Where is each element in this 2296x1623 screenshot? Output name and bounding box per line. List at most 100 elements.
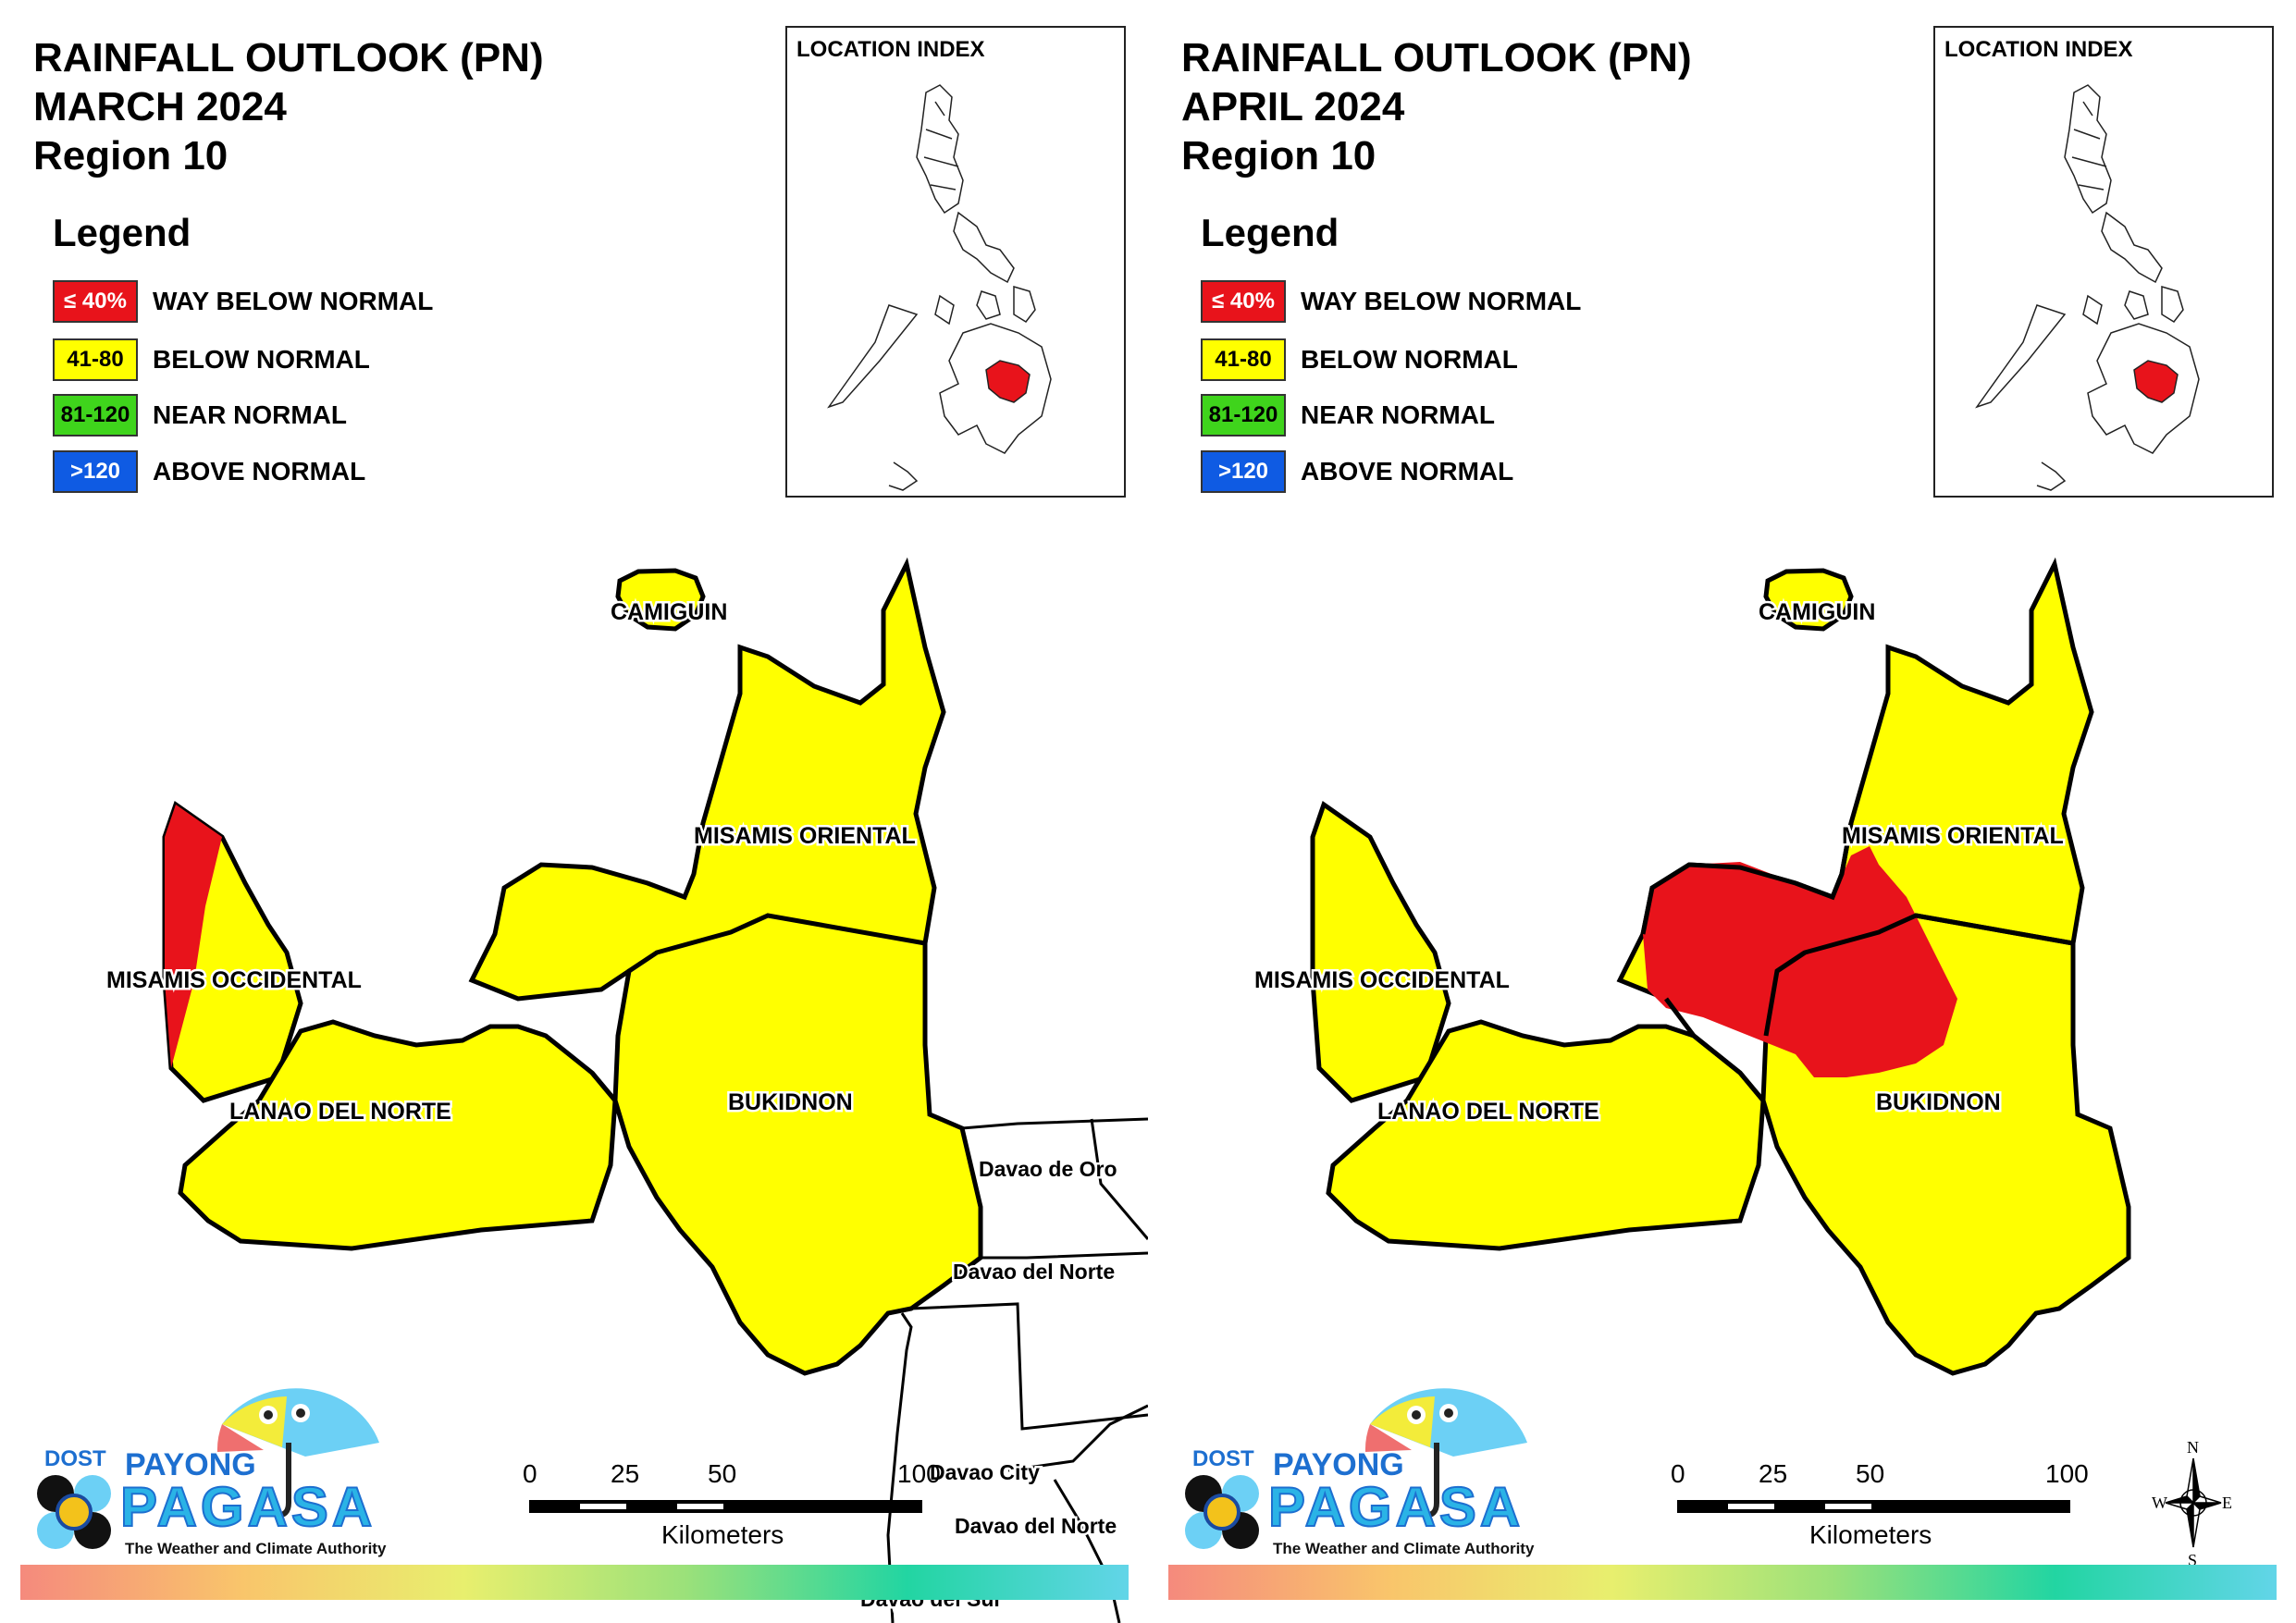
scale-tick-label: 50 xyxy=(1856,1459,1885,1488)
label-bukidnon: BUKIDNON xyxy=(1876,1089,2001,1115)
bukidnon-province xyxy=(612,913,983,1376)
region10-map: CAMIGUIN MISAMIS ORIENTAL MISAMIS OCCIDE… xyxy=(1253,557,2131,1376)
misamis-occidental-province xyxy=(1310,801,1451,1103)
provincial-boundaries xyxy=(1640,822,2074,1102)
legend-item-above: >120 ABOVE NORMAL xyxy=(53,450,365,493)
label-misamis-occidental: MISAMIS OCCIDENTAL xyxy=(1254,967,1510,993)
label-misamis-occidental: MISAMIS OCCIDENTAL xyxy=(106,967,362,993)
camiguin-province xyxy=(615,568,706,632)
label-camiguin: CAMIGUIN xyxy=(611,599,727,625)
way-below-zone-misamis-occidental xyxy=(165,805,222,1068)
philippines-locator-map xyxy=(827,84,1052,491)
pagasa-text: PAGASA xyxy=(1268,1476,1524,1538)
scale-tick-label: 0 xyxy=(523,1459,537,1488)
payong-text: PAYONG xyxy=(1273,1447,1404,1482)
legend-swatch: 81-120 xyxy=(53,394,138,436)
legend-swatch: ≤ 40% xyxy=(1201,280,1286,323)
legend-label: NEAR NORMAL xyxy=(1301,400,1495,429)
brand-gradient-bar xyxy=(20,1565,1129,1600)
legend-item-way-below: ≤ 40% WAY BELOW NORMAL xyxy=(53,280,433,323)
legend-item-below: 41-80 BELOW NORMAL xyxy=(53,338,370,381)
legend-item-near: 81-120 NEAR NORMAL xyxy=(1201,394,1495,436)
title-line-1: RAINFALL OUTLOOK (PN) xyxy=(1181,35,1692,80)
compass-w: W xyxy=(2152,1494,2167,1512)
scale-tick-label: 25 xyxy=(611,1459,640,1488)
legend-label: WAY BELOW NORMAL xyxy=(153,287,434,315)
scale-bar-graphic xyxy=(1677,1500,2070,1513)
label-misamis-oriental: MISAMIS ORIENTAL xyxy=(1842,823,2064,849)
davao-region-outline xyxy=(886,1117,1148,1623)
legend-label: WAY BELOW NORMAL xyxy=(1301,287,1582,315)
legend-item-near: 81-120 NEAR NORMAL xyxy=(53,394,347,436)
legend-label: BELOW NORMAL xyxy=(153,345,370,374)
legend-swatch: 41-80 xyxy=(1201,338,1286,381)
scale-tick-label: 25 xyxy=(1759,1459,1788,1488)
pagasa-text: PAGASA xyxy=(120,1476,376,1538)
location-index-title: LOCATION INDEX xyxy=(1944,37,2133,62)
map-title: RAINFALL OUTLOOK (PN) APRIL 2024 Region … xyxy=(1181,33,1692,180)
lanao-del-norte-province xyxy=(178,1019,618,1251)
legend-title: Legend xyxy=(1201,211,1339,254)
scale-unit-label: Kilometers xyxy=(661,1520,784,1549)
label-camiguin: CAMIGUIN xyxy=(1759,599,1875,625)
map-title: RAINFALL OUTLOOK (PN) MARCH 2024 Region … xyxy=(33,33,544,180)
legend-title: Legend xyxy=(53,211,191,254)
label-davao-del-norte-2: Davao del Norte xyxy=(955,1514,1117,1538)
location-index-inset: LOCATION INDEX xyxy=(785,26,1126,498)
legend-label: ABOVE NORMAL xyxy=(1301,457,1514,486)
lanao-del-norte-province xyxy=(1326,1019,1766,1251)
philippines-locator-map xyxy=(1975,84,2200,491)
label-davao-del-norte: Davao del Norte xyxy=(953,1260,1115,1284)
title-line-3: Region 10 xyxy=(1181,133,1376,178)
location-index-inset: LOCATION INDEX xyxy=(1933,26,2274,498)
title-line-3: Region 10 xyxy=(33,133,228,178)
legend-swatch: ≤ 40% xyxy=(53,280,138,323)
provincial-boundary xyxy=(590,1071,617,1102)
label-lanao-del-norte: LANAO DEL NORTE xyxy=(229,1099,451,1125)
legend-label: NEAR NORMAL xyxy=(153,400,347,429)
camiguin-province xyxy=(1763,568,1854,632)
outlook-panel-april: RAINFALL OUTLOOK (PN) APRIL 2024 Region … xyxy=(1148,0,2296,1623)
legend-label: BELOW NORMAL xyxy=(1301,345,1518,374)
title-line-2: MARCH 2024 xyxy=(33,84,287,129)
legend-swatch: 41-80 xyxy=(53,338,138,381)
legend-label: ABOVE NORMAL xyxy=(153,457,366,486)
payong-pagasa-logo: DOST PAYONG PAGASA The Weather and Clima… xyxy=(37,1388,387,1557)
brand-gradient-bar xyxy=(1168,1565,2277,1600)
tagline-text: The Weather and Climate Authority xyxy=(1273,1540,1535,1557)
label-bukidnon: BUKIDNON xyxy=(728,1089,853,1115)
scale-tick-label: 100 xyxy=(2045,1459,2089,1488)
title-line-1: RAINFALL OUTLOOK (PN) xyxy=(33,35,544,80)
compass-rose-icon: N S E W xyxy=(2152,1438,2232,1568)
region10-map: CAMIGUIN MISAMIS ORIENTAL MISAMIS OCCIDE… xyxy=(105,557,1148,1623)
payong-pagasa-logo: DOST PAYONG PAGASA The Weather and Clima… xyxy=(1185,1388,1535,1557)
legend-item-above: >120 ABOVE NORMAL xyxy=(1201,450,1513,493)
payong-text: PAYONG xyxy=(125,1447,256,1482)
scale-tick-label: 100 xyxy=(897,1459,941,1488)
compass-n: N xyxy=(2187,1438,2199,1457)
label-misamis-oriental: MISAMIS ORIENTAL xyxy=(694,823,916,849)
legend-swatch: 81-120 xyxy=(1201,394,1286,436)
compass-e: E xyxy=(2222,1494,2232,1512)
outlook-panel-march: RAINFALL OUTLOOK (PN) MARCH 2024 Region … xyxy=(20,26,1148,1623)
label-davao-de-oro: Davao de Oro xyxy=(979,1157,1117,1181)
scale-tick-label: 0 xyxy=(1671,1459,1685,1488)
legend-swatch: >120 xyxy=(53,450,138,493)
legend-item-way-below: ≤ 40% WAY BELOW NORMAL xyxy=(1201,280,1581,323)
way-below-zone-april xyxy=(1643,846,1957,1077)
legend-item-below: 41-80 BELOW NORMAL xyxy=(1201,338,1518,381)
compass-s: S xyxy=(2188,1551,2197,1568)
dost-text: DOST xyxy=(1192,1446,1254,1471)
label-lanao-del-norte: LANAO DEL NORTE xyxy=(1377,1099,1599,1125)
dost-text: DOST xyxy=(44,1446,106,1471)
label-davao-city: Davao City xyxy=(930,1460,1040,1484)
location-index-title: LOCATION INDEX xyxy=(796,37,985,62)
title-line-2: APRIL 2024 xyxy=(1181,84,1405,129)
scale-bar: 0 25 50 100 Kilometers xyxy=(518,1459,941,1552)
legend-swatch: >120 xyxy=(1201,450,1286,493)
scale-bar: 0 25 50 100 Kilometers xyxy=(1666,1459,2089,1552)
scale-tick-label: 50 xyxy=(708,1459,737,1488)
scale-unit-label: Kilometers xyxy=(1809,1520,1932,1549)
tagline-text: The Weather and Climate Authority xyxy=(125,1540,387,1557)
scale-bar-graphic xyxy=(529,1500,922,1513)
